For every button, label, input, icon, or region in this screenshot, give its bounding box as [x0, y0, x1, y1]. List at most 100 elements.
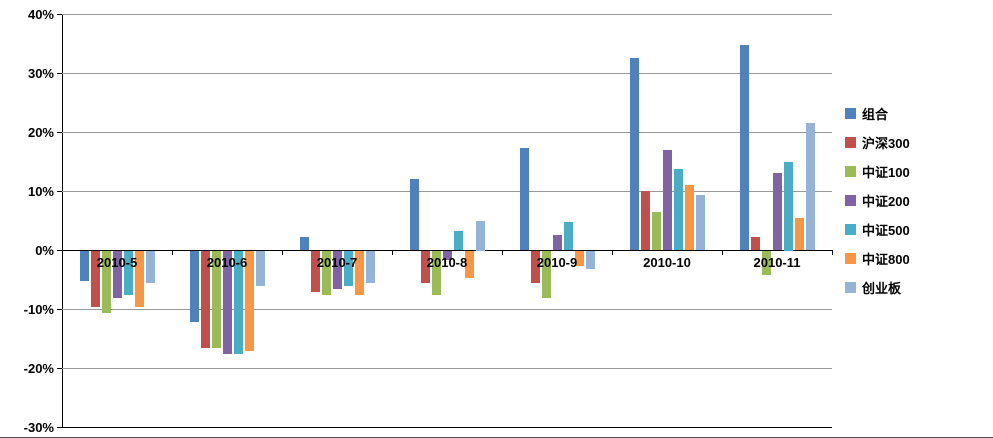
bar-中证500-2010-11 — [784, 162, 793, 251]
legend-item-中证800: 中证800 — [845, 249, 910, 268]
x-axis-label: 2010-5 — [96, 255, 138, 270]
y-axis-label: -30% — [23, 420, 54, 435]
y-axis-label: 10% — [27, 184, 54, 199]
bar-组合-2010-11 — [740, 45, 749, 250]
gridline — [62, 309, 832, 310]
bar-创业板-2010-7 — [366, 251, 375, 283]
gridline — [62, 73, 832, 74]
bar-创业板-2010-8 — [476, 221, 485, 251]
bar-创业板-2010-5 — [146, 251, 155, 283]
bar-中证200-2010-10 — [663, 150, 672, 250]
y-tick — [57, 14, 62, 15]
bar-组合-2010-9 — [520, 148, 529, 250]
zero-gridline — [62, 250, 832, 251]
y-axis-label: 30% — [27, 66, 54, 81]
legend-swatch-icon — [845, 166, 856, 177]
y-axis-label: 0% — [35, 243, 54, 258]
category-tick — [392, 250, 393, 255]
bar-中证800-2010-7 — [355, 251, 364, 295]
y-axis-label: 40% — [27, 7, 54, 22]
bar-沪深300-2010-10 — [641, 191, 650, 250]
legend-item-中证200: 中证200 — [845, 191, 910, 210]
legend-label: 中证100 — [862, 165, 910, 180]
category-tick — [722, 250, 723, 255]
gridline — [62, 427, 832, 428]
category-tick — [832, 250, 833, 255]
legend-item-沪深300: 沪深300 — [845, 133, 910, 152]
bar-中证100-2010-9 — [542, 251, 551, 298]
y-tick — [57, 191, 62, 192]
y-tick — [57, 73, 62, 74]
bar-中证500-2010-8 — [454, 231, 463, 250]
bar-中证500-2010-5 — [124, 251, 133, 295]
category-tick — [502, 250, 503, 255]
category-tick — [282, 250, 283, 255]
bar-创业板-2010-9 — [586, 251, 595, 269]
bar-中证500-2010-6 — [234, 251, 243, 354]
gridline — [62, 191, 832, 192]
legend-item-创业板: 创业板 — [845, 278, 901, 297]
bar-中证100-2010-7 — [322, 251, 331, 295]
y-tick — [57, 427, 62, 428]
bar-组合-2010-6 — [190, 251, 199, 322]
bar-中证800-2010-11 — [795, 218, 804, 250]
bar-创业板-2010-10 — [696, 195, 705, 250]
bar-沪深300-2010-7 — [311, 251, 320, 292]
legend-swatch-icon — [845, 282, 856, 293]
bar-中证800-2010-5 — [135, 251, 144, 307]
bar-中证100-2010-6 — [212, 251, 221, 348]
bar-中证500-2010-9 — [564, 222, 573, 250]
bar-中证100-2010-11 — [762, 251, 771, 275]
bar-创业板-2010-11 — [806, 123, 815, 250]
y-axis-line — [62, 14, 63, 427]
legend-swatch-icon — [845, 253, 856, 264]
bar-中证500-2010-10 — [674, 169, 683, 250]
bar-中证800-2010-8 — [465, 251, 474, 278]
bar-中证200-2010-11 — [773, 173, 782, 250]
x-axis-label: 2010-10 — [643, 255, 691, 270]
legend-label: 沪深300 — [862, 136, 910, 151]
legend-swatch-icon — [845, 195, 856, 206]
bar-沪深300-2010-5 — [91, 251, 100, 307]
bar-中证800-2010-6 — [245, 251, 254, 351]
bar-中证800-2010-9 — [575, 251, 584, 266]
legend-label: 组合 — [862, 107, 889, 122]
bar-组合-2010-7 — [300, 237, 309, 250]
y-tick — [57, 309, 62, 310]
x-axis-label: 2010-9 — [536, 255, 578, 270]
bar-组合-2010-5 — [80, 251, 89, 281]
y-tick — [57, 132, 62, 133]
legend-swatch-icon — [845, 137, 856, 148]
bar-中证200-2010-6 — [223, 251, 232, 354]
bar-沪深300-2010-11 — [751, 237, 760, 250]
y-axis-label: -10% — [23, 302, 54, 317]
gridline — [62, 368, 832, 369]
legend-label: 中证500 — [862, 223, 910, 238]
y-tick — [57, 368, 62, 369]
bar-中证800-2010-10 — [685, 185, 694, 250]
x-axis-label: 2010-6 — [206, 255, 248, 270]
bar-中证100-2010-5 — [102, 251, 111, 313]
bar-中证100-2010-8 — [432, 251, 441, 295]
bar-沪深300-2010-9 — [531, 251, 540, 283]
y-tick — [57, 250, 62, 251]
legend-item-组合: 组合 — [845, 104, 888, 123]
category-tick — [62, 250, 63, 255]
x-axis-label: 2010-11 — [753, 255, 801, 270]
x-axis-label: 2010-7 — [316, 255, 358, 270]
y-axis-label: -20% — [23, 361, 54, 376]
category-tick — [612, 250, 613, 255]
legend-item-中证500: 中证500 — [845, 220, 910, 239]
bar-沪深300-2010-6 — [201, 251, 210, 348]
category-tick — [172, 250, 173, 255]
legend-swatch-icon — [845, 108, 856, 119]
bar-中证500-2010-7 — [344, 251, 353, 286]
gridline — [62, 14, 832, 15]
bar-组合-2010-10 — [630, 58, 639, 250]
bar-组合-2010-8 — [410, 179, 419, 250]
bar-中证200-2010-7 — [333, 251, 342, 289]
bar-沪深300-2010-8 — [421, 251, 430, 283]
legend-swatch-icon — [845, 224, 856, 235]
legend-label: 中证800 — [862, 252, 910, 267]
